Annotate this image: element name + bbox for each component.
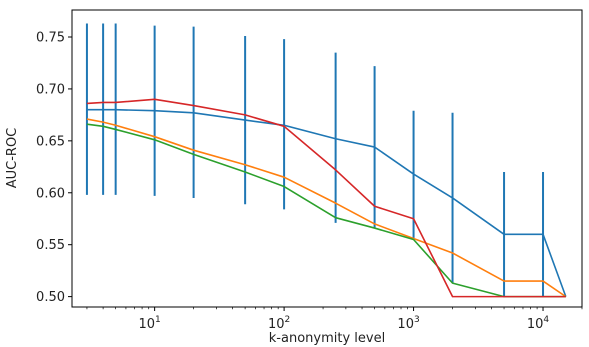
x-tick-label-exponent: 2 xyxy=(285,315,291,325)
y-tick-label: 0.55 xyxy=(36,238,65,253)
x-tick-label-exponent: 3 xyxy=(414,315,420,325)
series-lines xyxy=(86,98,567,298)
plot-frame xyxy=(71,9,583,308)
y-axis-ticks: 0.50 0.55 0.60 0.65 0.70 0.75 xyxy=(36,31,72,305)
x-tick-label-base: 10 xyxy=(138,317,155,332)
x-tick-label: 104 xyxy=(527,315,550,332)
error-bars xyxy=(85,23,545,297)
x-tick-label: 102 xyxy=(268,315,290,332)
x-tick-label: 103 xyxy=(397,315,419,332)
x-tick-label-exponent: 4 xyxy=(543,315,549,325)
series-line-1 xyxy=(86,108,567,297)
y-tick-label: 0.65 xyxy=(36,134,65,149)
series-line-2 xyxy=(86,118,567,298)
y-tick-label: 0.60 xyxy=(36,186,65,201)
y-tick-label: 0.70 xyxy=(36,82,65,97)
x-axis-ticks: 101 102 103 104 xyxy=(86,307,583,332)
x-tick-label: 101 xyxy=(138,315,160,332)
x-tick-label-exponent: 1 xyxy=(155,315,161,325)
x-tick-label-base: 10 xyxy=(397,317,414,332)
y-axis-label: AUC-ROC xyxy=(5,128,20,189)
y-tick-label: 0.50 xyxy=(36,290,65,305)
x-tick-label-base: 10 xyxy=(527,317,544,332)
series-line-3 xyxy=(86,123,566,298)
y-tick-label: 0.75 xyxy=(36,31,65,46)
x-axis-label: k-anonymity level xyxy=(269,331,385,346)
series-line-4 xyxy=(86,98,566,298)
x-tick-label-base: 10 xyxy=(268,317,285,332)
